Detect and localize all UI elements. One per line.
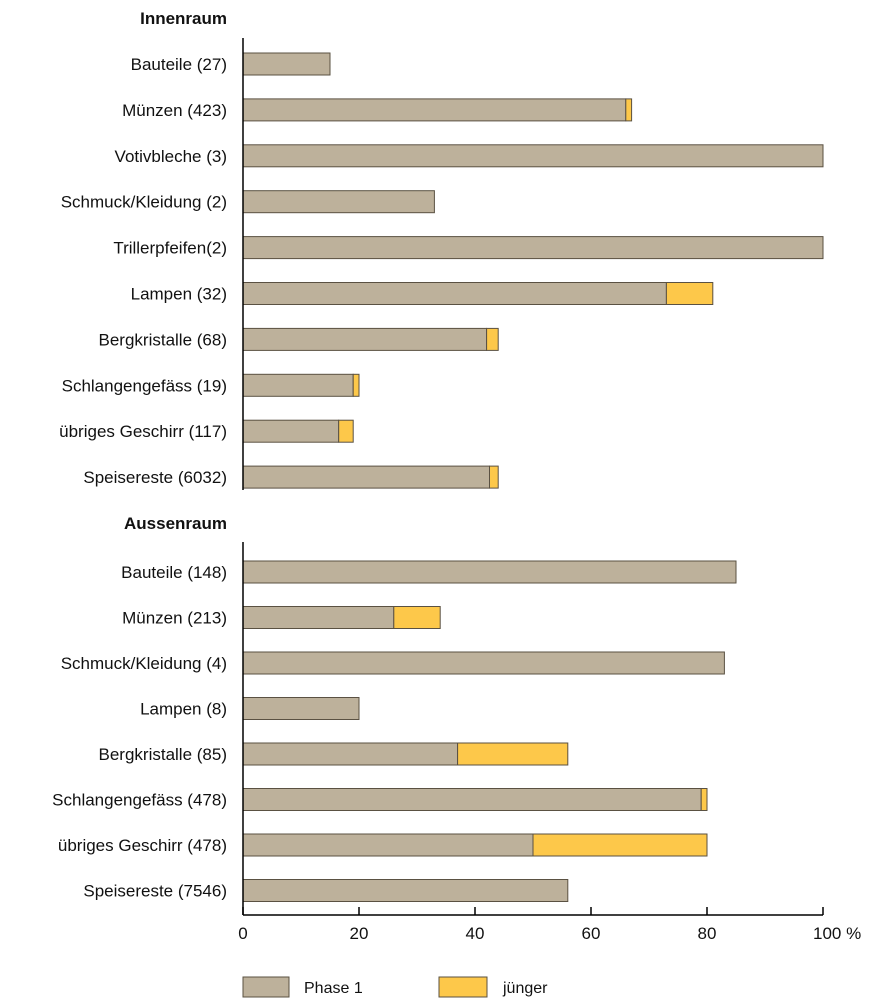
category-label: Trillerpfeifen(2) (113, 239, 227, 258)
group-aussenraum: Aussenraum Bauteile (148) Münzen (213) Sch… (52, 514, 736, 902)
legend-label-phase1: Phase 1 (304, 980, 363, 997)
bar-juenger (394, 607, 440, 629)
bar-juenger (458, 743, 568, 765)
category-label: Lampen (32) (131, 285, 227, 304)
bar-phase1 (243, 789, 701, 811)
bar-phase1 (243, 834, 533, 856)
bar-juenger (353, 374, 359, 396)
x-tick-label: 0 (238, 924, 247, 943)
x-tick-label: 20 (350, 924, 369, 943)
x-tick-label: 80 (698, 924, 717, 943)
category-label: Bauteile (148) (121, 563, 227, 582)
category-label: Schmuck/Kleidung (2) (61, 193, 227, 212)
bar-phase1 (243, 743, 458, 765)
bar-phase1 (243, 420, 339, 442)
bar-phase1 (243, 283, 666, 305)
category-label: Münzen (213) (122, 609, 227, 628)
group-title-aussenraum: Aussenraum (124, 514, 227, 533)
x-tick-label: 60 (582, 924, 601, 943)
bar-phase1 (243, 99, 626, 121)
category-label: Münzen (423) (122, 101, 227, 120)
category-label: Votivbleche (3) (115, 147, 227, 166)
legend-label-juenger: jünger (502, 980, 548, 997)
group-innenraum: Innenraum Bauteile (27) Münzen (423) Votiv… (59, 9, 823, 488)
bar-phase1 (243, 191, 434, 213)
x-tick-label: 100 % (813, 924, 861, 943)
category-label: Bergkristalle (85) (99, 745, 228, 764)
category-label: Speisereste (7546) (83, 882, 227, 901)
bar-phase1 (243, 145, 823, 167)
category-label: Speisereste (6032) (83, 468, 227, 487)
category-label: Schlangengefäss (478) (52, 791, 227, 810)
category-label: Schlangengefäss (19) (62, 376, 227, 395)
bar-phase1 (243, 652, 724, 674)
legend-swatch-juenger (439, 977, 487, 997)
bar-phase1 (243, 466, 490, 488)
bar-phase1 (243, 374, 353, 396)
category-label: übriges Geschirr (117) (59, 422, 227, 441)
bar-juenger (490, 466, 499, 488)
category-label: Bauteile (27) (131, 55, 227, 74)
category-label: Bergkristalle (68) (99, 330, 228, 349)
x-tick-label: 40 (466, 924, 485, 943)
category-label: Schmuck/Kleidung (4) (61, 654, 227, 673)
bar-phase1 (243, 237, 823, 259)
legend: Phase 1 jünger (243, 977, 548, 997)
x-axis-ticks: 0 20 40 60 80 100 % (238, 907, 861, 943)
bar-juenger (701, 789, 707, 811)
bar-juenger (666, 283, 712, 305)
bar-phase1 (243, 328, 487, 350)
bar-phase1 (243, 698, 359, 720)
bar-juenger (533, 834, 707, 856)
category-label: Lampen (8) (140, 700, 227, 719)
bar-phase1 (243, 53, 330, 75)
bar-phase1 (243, 880, 568, 902)
bar-juenger (339, 420, 354, 442)
bar-phase1 (243, 607, 394, 629)
category-label: übriges Geschirr (478) (58, 836, 227, 855)
bar-phase1 (243, 561, 736, 583)
bar-juenger (487, 328, 499, 350)
group-title-innenraum: Innenraum (140, 9, 227, 28)
legend-swatch-phase1 (243, 977, 289, 997)
bar-juenger (626, 99, 632, 121)
